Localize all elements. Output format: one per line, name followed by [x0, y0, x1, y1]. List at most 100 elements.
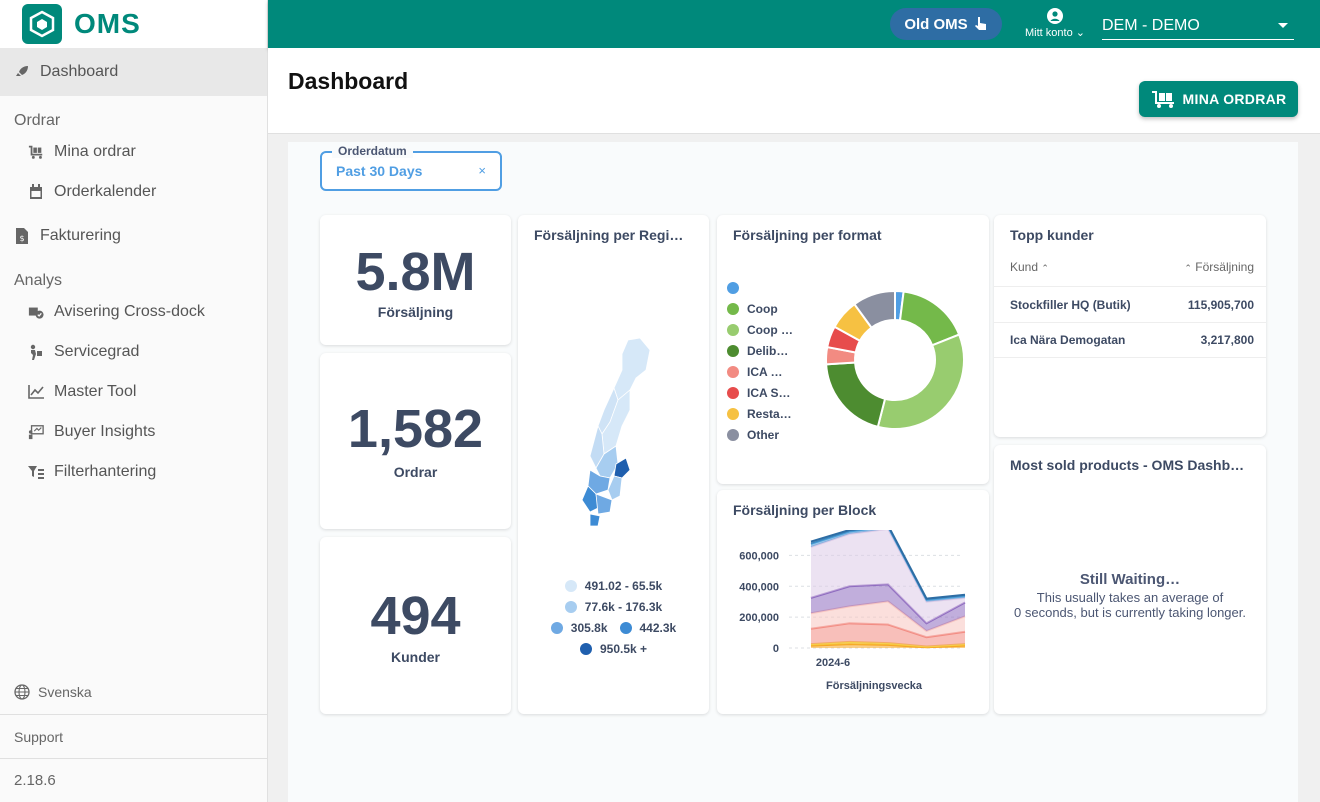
legend-dot	[564, 600, 577, 613]
line-chart-icon	[28, 384, 44, 400]
region-legend: 491.02 - 65.5k 77.6k - 176.3k 305.8k 442.…	[518, 575, 709, 659]
area-series[interactable]	[811, 601, 965, 638]
legend-label: 77.6k - 176.3k	[584, 599, 663, 614]
format-card-title: Försäljning per format	[733, 227, 882, 243]
legend-dot	[550, 621, 563, 634]
legend-dot	[619, 621, 632, 634]
sidebar-item-filter-management[interactable]: Filterhantering	[0, 452, 267, 492]
legend-item[interactable]	[727, 277, 807, 298]
sweden-map[interactable]	[518, 330, 709, 550]
legend-item[interactable]: Other	[727, 424, 807, 445]
table-row[interactable]: Stockfiller HQ (Butik) 115,905,700	[994, 286, 1266, 322]
legend-item[interactable]: Resta…	[727, 403, 807, 424]
sidebar-section-orders: Ordrar	[14, 112, 61, 129]
kpi-sales-card[interactable]: 5.8M Försäljning	[320, 215, 511, 345]
map-region-stockholm	[613, 457, 631, 479]
area-series[interactable]	[811, 623, 965, 647]
page-title: Dashboard	[288, 68, 409, 94]
area-series[interactable]	[811, 530, 965, 624]
cart-icon	[1151, 90, 1175, 108]
sidebar-item-label: Servicegrad	[54, 343, 140, 360]
legend-item: 77.6k - 176.3k	[518, 596, 709, 617]
tenant-select[interactable]: DEM - DEMO	[1102, 12, 1294, 40]
map-region-north	[613, 337, 651, 401]
customer-name: Stockfiller HQ (Butik)	[1010, 297, 1131, 312]
language-selector[interactable]: Svenska	[0, 670, 268, 714]
top-customers-card[interactable]: Topp kunder Kund ⌃ ⌃ Försäljning Stockfi…	[994, 215, 1266, 437]
sort-icon: ⌃	[1184, 263, 1192, 273]
sidebar-item-label: Master Tool	[54, 383, 137, 400]
sidebar-item-crossdock[interactable]: Avisering Cross-dock	[0, 292, 267, 332]
area-series[interactable]	[811, 584, 965, 632]
block-area-card[interactable]: Försäljning per Block 0 200,000 400,000 600…	[717, 490, 989, 714]
area-series[interactable]	[811, 641, 965, 648]
kpi-orders-card[interactable]: 1,582 Ordrar	[320, 353, 511, 529]
legend-item: 950.5k +	[518, 638, 709, 659]
waiting-title: Still Waiting…	[1079, 571, 1181, 588]
filter-list-icon	[28, 464, 44, 480]
region-map-card[interactable]: Försäljning per Regi… 491.02 - 65.5k 77.…	[518, 215, 709, 714]
x-tick-label: 2024-6	[816, 657, 850, 669]
series-line	[810, 622, 966, 639]
sidebar-item-billing[interactable]: $ Fakturering	[0, 216, 267, 256]
rocket-icon	[14, 64, 30, 80]
donut-slice[interactable]	[853, 289, 896, 330]
sidebar-item-service-level[interactable]: Servicegrad	[0, 332, 267, 372]
donut-slice[interactable]	[876, 333, 965, 430]
truck-check-icon	[28, 304, 44, 320]
legend-dot	[727, 281, 739, 294]
account-circle-icon	[1020, 8, 1090, 24]
pointer-hand-icon	[974, 16, 988, 32]
column-customer[interactable]: Kund ⌃	[1010, 260, 1049, 274]
my-orders-button[interactable]: MINA ORDRAR	[1139, 81, 1298, 117]
app-version: 2.18.6	[0, 758, 268, 802]
sidebar-item-label: Orderkalender	[54, 183, 157, 200]
legend-item[interactable]: Coop	[727, 298, 807, 319]
map-region-south-4	[595, 493, 613, 515]
kpi-orders-value: 1,582	[347, 399, 484, 459]
column-sales-label: Försäljning	[1195, 260, 1254, 274]
sidebar-item-master-tool[interactable]: Master Tool	[0, 372, 267, 412]
globe-icon	[14, 684, 30, 700]
format-donut-chart[interactable]	[820, 285, 970, 435]
sidebar-item-dashboard[interactable]: Dashboard	[0, 48, 267, 96]
calendar-icon	[28, 184, 44, 200]
dashboard-panel: Orderdatum Past 30 Days × 5.8M Försäljni…	[288, 142, 1298, 802]
sidebar-item-label: Dashboard	[40, 63, 119, 80]
person-cart-icon	[28, 344, 44, 360]
map-region-skane	[589, 513, 601, 527]
sidebar-item-order-calendar[interactable]: Orderkalender	[0, 172, 267, 212]
sidebar-item-buyer-insights[interactable]: Buyer Insights	[0, 412, 267, 452]
legend-dot	[579, 642, 592, 655]
kpi-customers-card[interactable]: 494 Kunder	[320, 537, 511, 714]
legend-dot	[564, 579, 577, 592]
legend-label: Other	[747, 427, 780, 442]
format-donut-card[interactable]: Försäljning per format Coop Coop … Delib… I…	[717, 215, 989, 484]
legend-label: ICA …	[747, 364, 783, 379]
donut-slice[interactable]	[825, 361, 887, 429]
chevron-down-icon: ⌄	[1075, 27, 1085, 39]
column-sales[interactable]: ⌃ Försäljning	[1184, 260, 1254, 274]
sidebar-footer: Svenska Support 2.18.6	[0, 670, 268, 802]
series-line	[810, 530, 966, 603]
legend-dot	[727, 386, 739, 399]
legend-item[interactable]: Coop …	[727, 319, 807, 340]
sidebar-section-analysis: Analys	[14, 272, 63, 289]
y-tick-label: 200,000	[739, 612, 779, 624]
account-menu[interactable]: Mitt konto ⌄	[1020, 8, 1090, 39]
most-sold-card[interactable]: Most sold products - OMS Dashb… Still Wa…	[994, 445, 1266, 714]
x-axis-title: Försäljningsvecka	[826, 680, 923, 692]
app-logo[interactable]: OMS	[0, 0, 267, 48]
sidebar-item-my-orders[interactable]: Mina ordrar	[0, 132, 267, 172]
filter-value: Past 30 Days	[336, 163, 423, 179]
legend-item[interactable]: Delib…	[727, 340, 807, 361]
table-row[interactable]: Ica Nära Demogatan 3,217,800	[994, 322, 1266, 358]
block-area-chart[interactable]: 0 200,000 400,000 600,000 2024-6 Försäljnings…	[717, 530, 989, 710]
legend-item: 491.02 - 65.5k	[518, 575, 709, 596]
support-link[interactable]: Support	[0, 714, 268, 758]
clear-filter-icon[interactable]: ×	[478, 163, 486, 178]
legend-item[interactable]: ICA …	[727, 361, 807, 382]
legend-item[interactable]: ICA S…	[727, 382, 807, 403]
old-oms-button[interactable]: Old OMS	[890, 8, 1002, 40]
order-date-filter[interactable]: Orderdatum Past 30 Days ×	[320, 144, 502, 191]
